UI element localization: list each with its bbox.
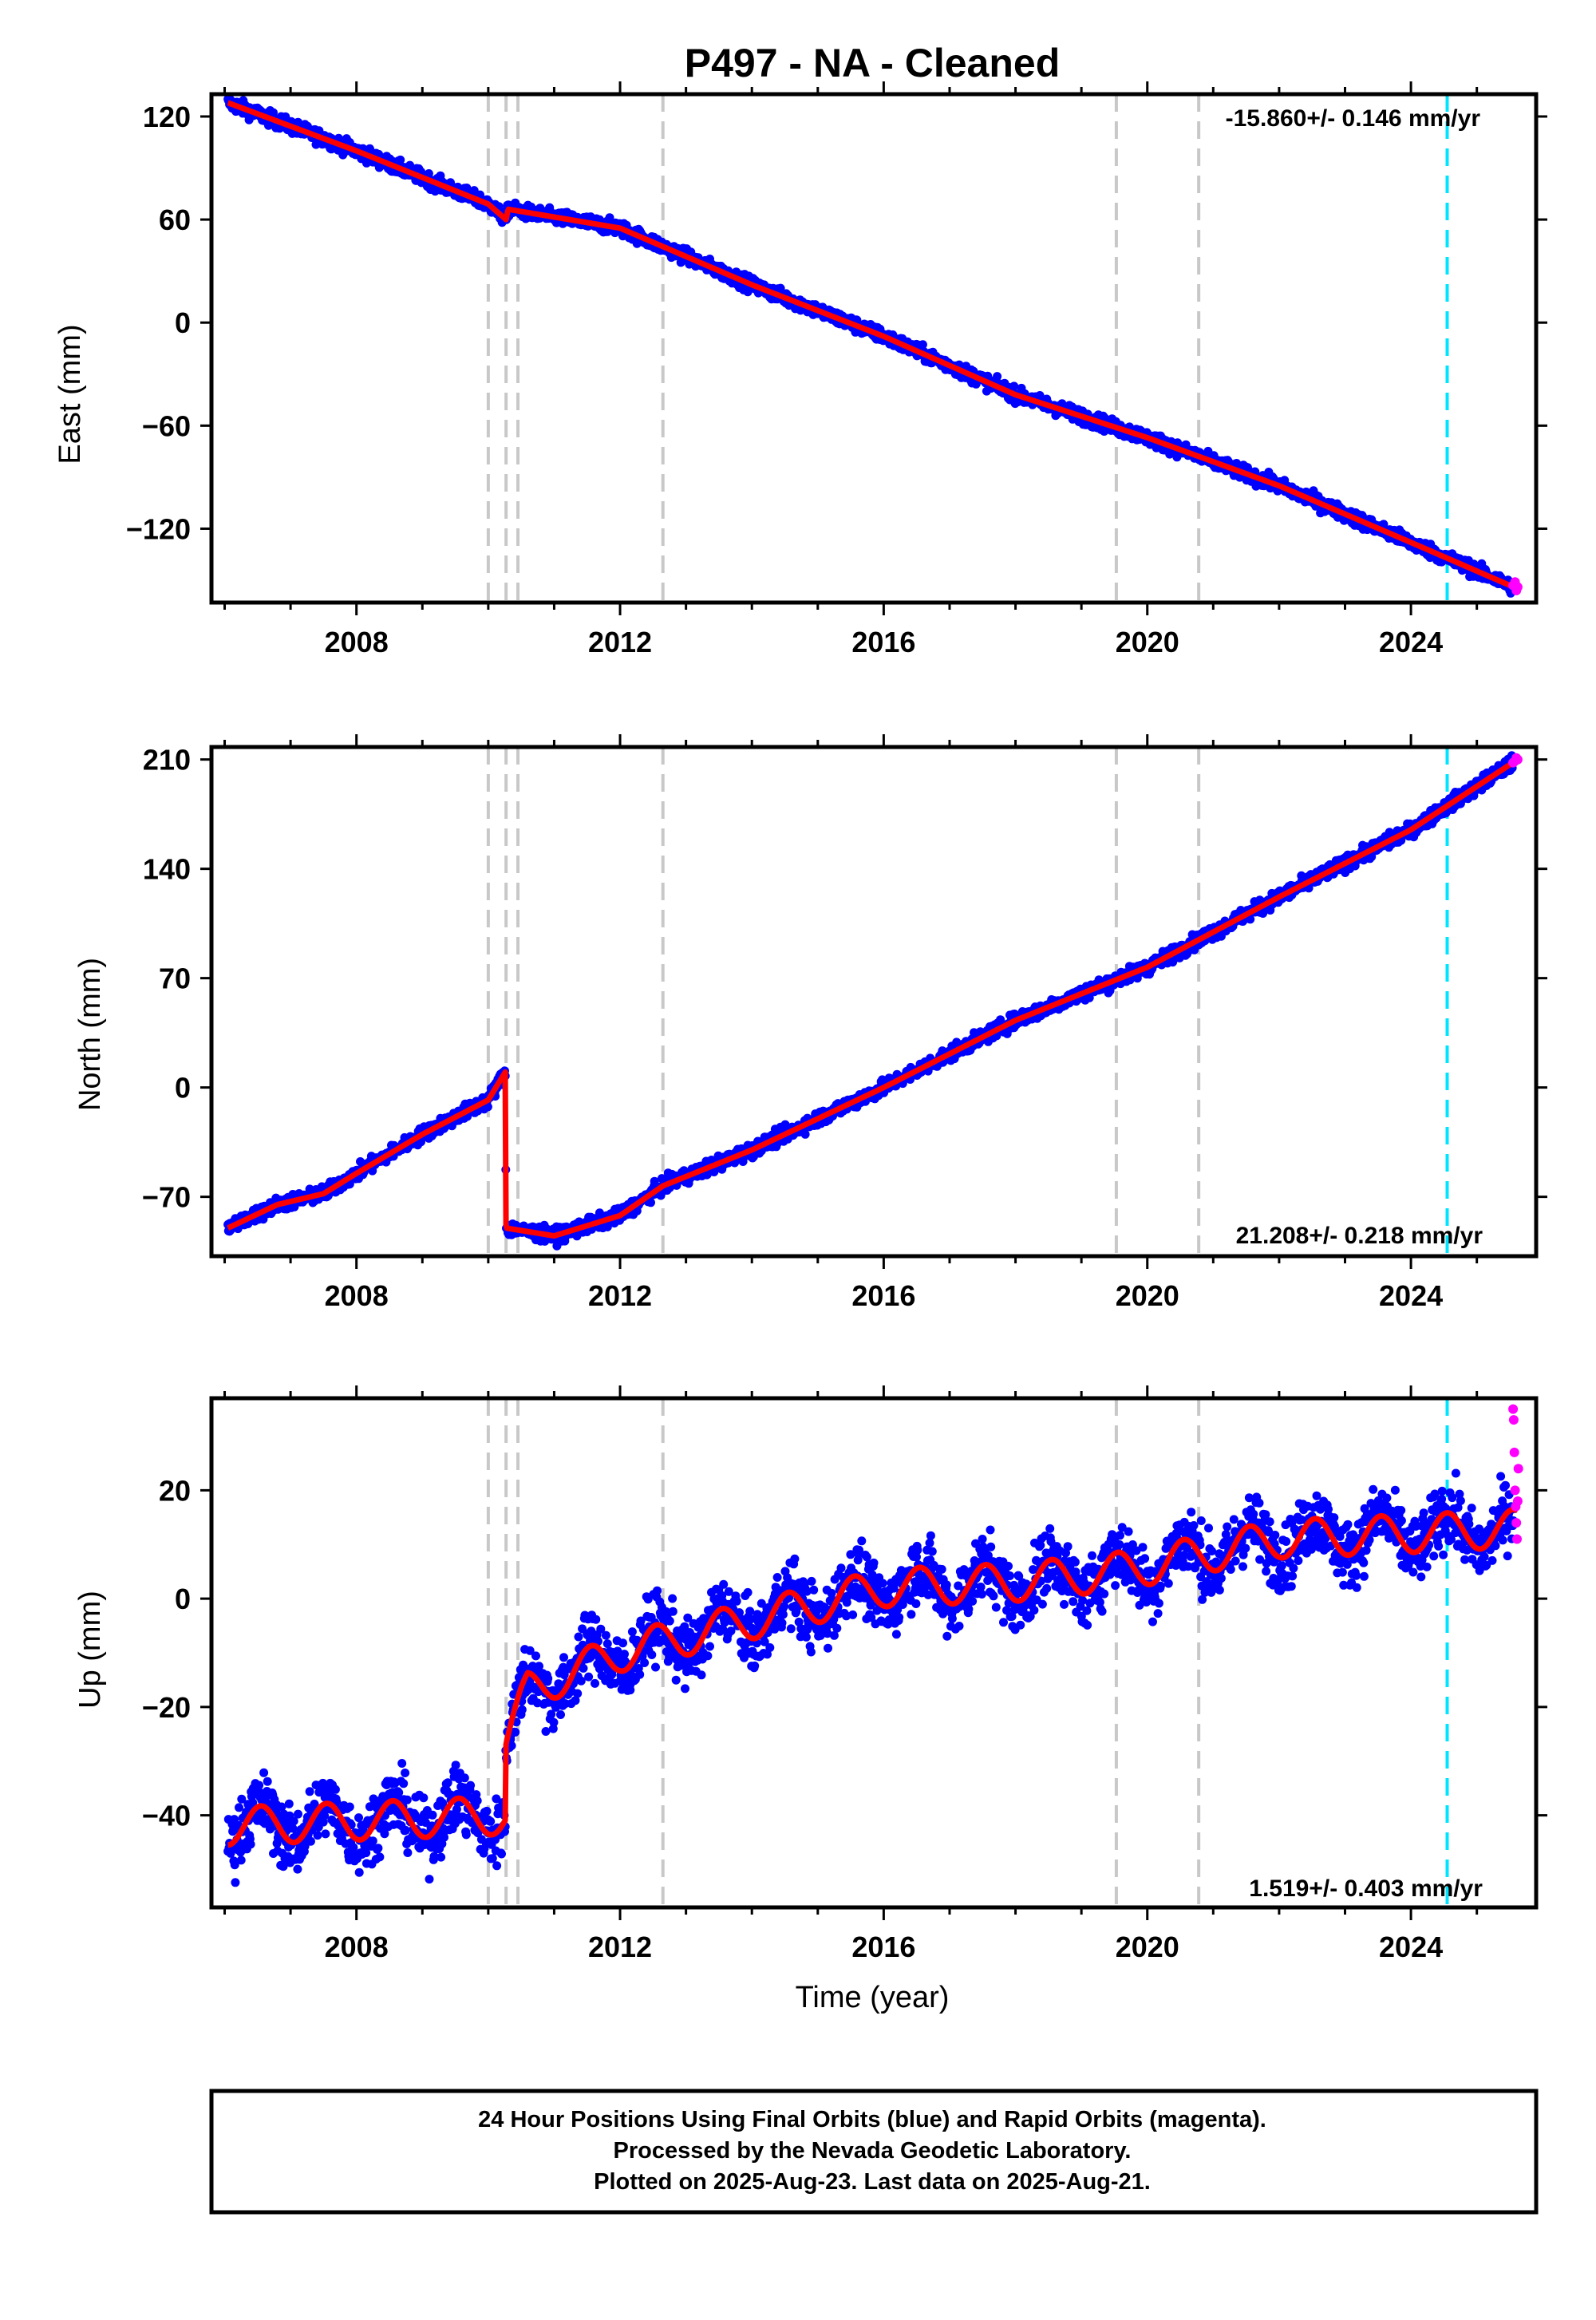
x-tick-label: 2008 xyxy=(325,626,389,658)
x-tick-label: 2012 xyxy=(588,626,652,658)
east-rate-label: -15.860+/- 0.146 mm/yr xyxy=(1226,105,1481,132)
y-tick-label: 120 xyxy=(143,101,191,133)
y-tick-label: 0 xyxy=(175,306,191,339)
data-point xyxy=(1009,381,1018,390)
y-tick-label: 60 xyxy=(159,204,191,236)
east-panel: 120 60 0 −60 −120 2008 2012 2016 2020 2024 East (m… xyxy=(53,81,1547,658)
y-tick-label: −70 xyxy=(142,1181,191,1214)
x-tick-label: 2024 xyxy=(1379,626,1443,658)
rapid-point xyxy=(1513,583,1523,592)
data-point xyxy=(801,1130,810,1139)
y-tick-label: 210 xyxy=(143,744,191,777)
y-tick-label: −120 xyxy=(126,512,191,545)
east-y-axis-label: East (mm) xyxy=(53,324,87,464)
x-tick-label: 2016 xyxy=(851,626,915,658)
y-tick-label: 0 xyxy=(175,1072,191,1105)
rapid-point xyxy=(1513,755,1523,765)
y-tick-label: −60 xyxy=(142,409,191,442)
plot-background xyxy=(211,747,1536,1256)
y-tick-label: 70 xyxy=(159,962,191,995)
x-tick-label: 2020 xyxy=(1116,626,1179,658)
chart-title: P497 - NA - Cleaned xyxy=(685,41,1061,85)
y-tick-label: 140 xyxy=(143,853,191,886)
